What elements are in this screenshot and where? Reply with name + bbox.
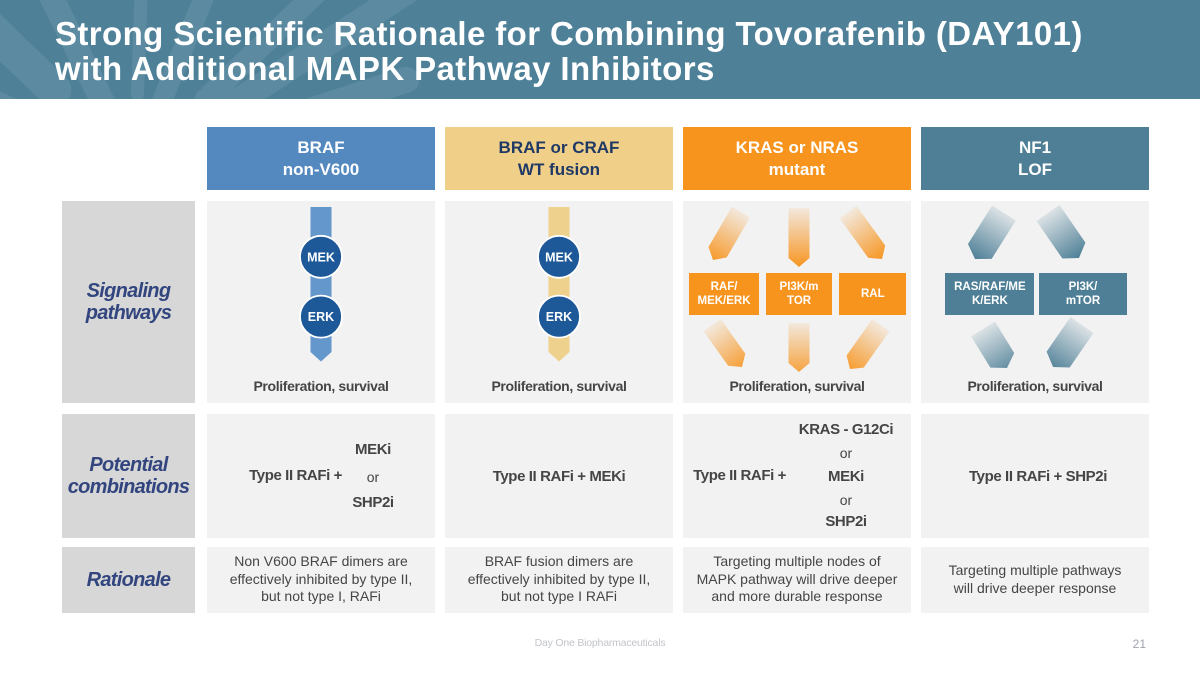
svg-text:MEK: MEK (307, 250, 335, 264)
svg-text:ERK: ERK (308, 310, 334, 324)
svg-text:ERK: ERK (546, 310, 572, 324)
svg-text:MEK: MEK (545, 250, 573, 264)
